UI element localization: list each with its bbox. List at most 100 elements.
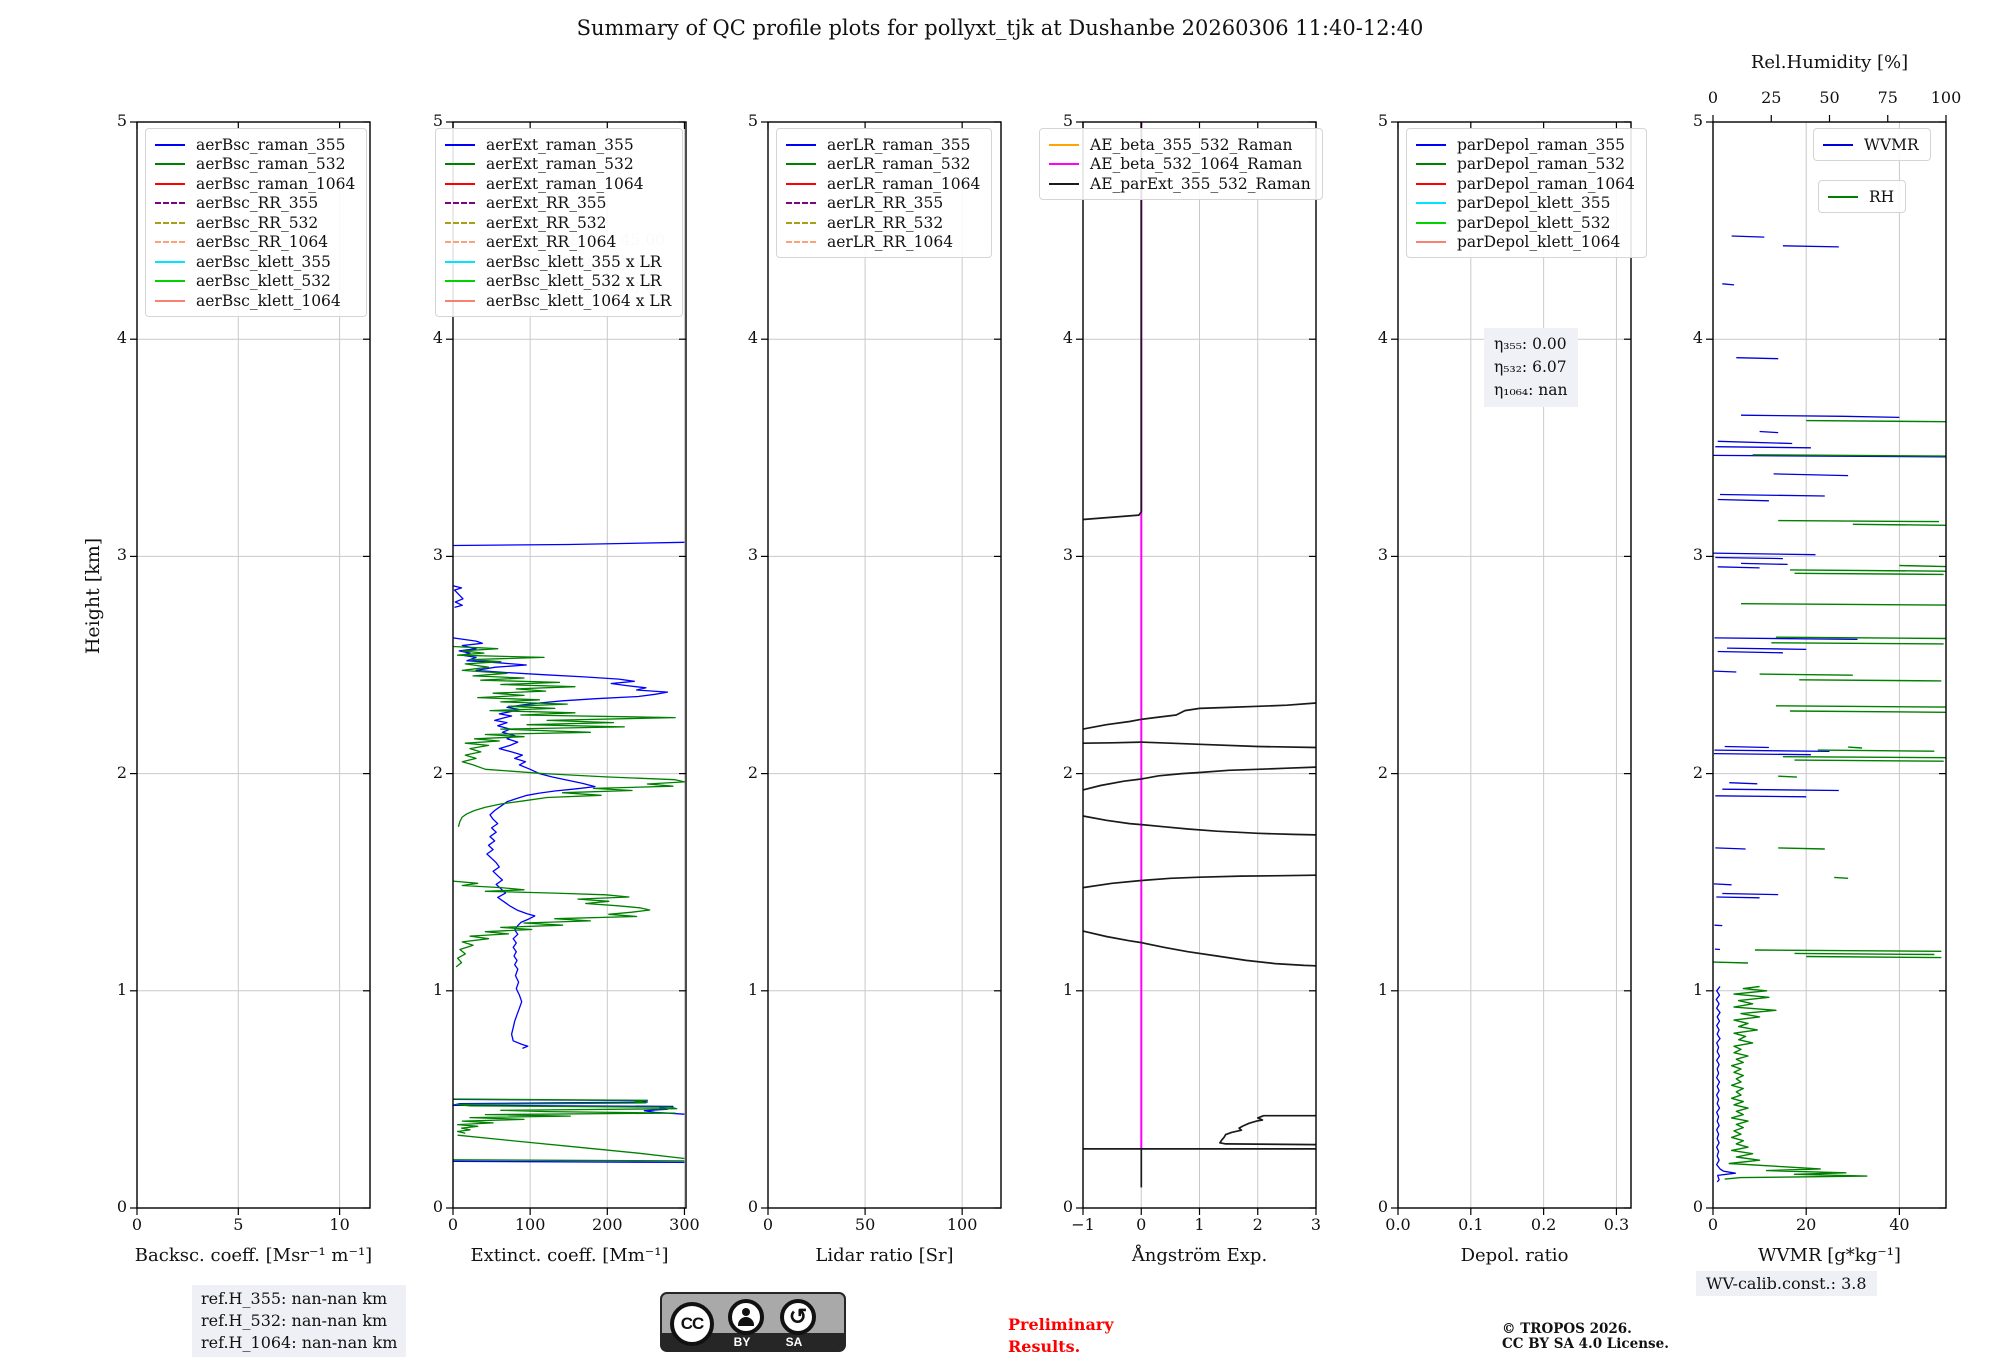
y-tick-label: 3: [1062, 545, 1073, 565]
copyright-note: © TROPOS 2026. CC BY SA 4.0 License.: [1502, 1322, 1669, 1352]
legend-label: aerBsc_klett_1064: [196, 291, 341, 310]
legend-label: parDepol_klett_532: [1457, 213, 1611, 232]
legend: aerLR_raman_355 aerLR_raman_532 aerLR_rama…: [776, 128, 993, 258]
legend-entry: aerBsc_klett_355: [155, 252, 355, 272]
legend-entry: aerExt_raman_532: [445, 155, 671, 175]
legend-entry: aerBsc_raman_532: [155, 155, 355, 175]
legend-line-sample: [445, 299, 475, 302]
series-WVMR: [1713, 883, 1732, 886]
y-tick-label: 4: [747, 328, 758, 348]
top-axis-tick-label: 100: [1930, 88, 1962, 107]
y-tick-label: 2: [432, 762, 443, 782]
legend-line-sample: [155, 260, 185, 263]
x-tick-label: −1: [1071, 1215, 1095, 1234]
series-WVMR: [1716, 896, 1760, 899]
series-WVMR: [1715, 986, 1737, 1183]
legend-label: WVMR: [1864, 135, 1919, 154]
top-axis-tick-label: 75: [1877, 88, 1898, 107]
panel-spine: [1712, 121, 1947, 1209]
x-tick-label: 0: [1707, 1215, 1719, 1234]
legend-label: aerBsc_raman_1064: [196, 174, 356, 193]
legend-entry: aerExt_RR_355: [445, 194, 671, 214]
cc-sa-arrow-icon: ↺: [780, 1299, 816, 1335]
series-RH: [1778, 847, 1825, 850]
series-aerExt_raman_355: [452, 585, 464, 609]
series-aerExt_raman_532: [452, 1098, 678, 1134]
cc-by-person-icon: [728, 1299, 764, 1335]
series-WVMR: [1719, 493, 1825, 497]
legend-label: parDepol_raman_355: [1457, 135, 1626, 154]
legend-label: aerBsc_klett_532 x LR: [486, 272, 662, 291]
series-AE_parExt_355_532_Raman: [1082, 766, 1317, 791]
top-axis-tick-label: 25: [1761, 88, 1782, 107]
series-AE_parExt_355_532_Raman: [1082, 702, 1317, 730]
y-tick-label: 5: [116, 111, 127, 130]
x-tick-label: 20: [1796, 1215, 1817, 1234]
y-tick-label: 3: [747, 545, 758, 565]
panel-spine: [767, 121, 1002, 1209]
legend: WVMR: [1813, 128, 1931, 161]
legend-entry: parDepol_klett_1064: [1416, 233, 1635, 253]
legend-line-sample: [786, 221, 816, 224]
legend-line-sample: [155, 143, 185, 146]
preliminary-results-note: Preliminary Results.: [1008, 1314, 1114, 1358]
series-WVMR: [1712, 454, 1947, 458]
series-aerExt_raman_532: [457, 1134, 685, 1160]
x-tick-label: 300: [669, 1215, 700, 1234]
legend-line-sample: [1416, 143, 1446, 146]
series-RH: [1775, 636, 1947, 640]
x-tick-label: 0.0: [1385, 1215, 1411, 1234]
series-RH: [1806, 419, 1947, 423]
series-aerExt_raman_532: [452, 880, 651, 968]
legend: RH: [1818, 180, 1907, 213]
legend-line-sample: [445, 241, 475, 244]
y-tick-label: 1: [432, 979, 443, 999]
series-RH: [1794, 572, 1944, 576]
top-axis-tick-label: 0: [1707, 88, 1719, 107]
x-tick-label: 0: [447, 1215, 459, 1234]
series-WVMR: [1722, 788, 1839, 792]
series-RH: [1778, 519, 1940, 523]
series-WVMR: [1717, 440, 1793, 445]
legend-entry: aerLR_RR_532: [786, 213, 980, 233]
legend-entry: aerExt_raman_1064: [445, 174, 671, 194]
series-RH: [1789, 569, 1947, 572]
series-aerExt_raman_355: [452, 1160, 685, 1164]
y-tick-label: 3: [432, 545, 443, 565]
series-WVMR: [1731, 235, 1765, 238]
legend-label: aerBsc_klett_532: [196, 272, 331, 291]
series-RH: [1794, 759, 1944, 762]
legend-line-sample: [445, 280, 475, 283]
series-RH: [1759, 673, 1853, 676]
x-axis-label: Ångström Exp.: [1131, 1245, 1268, 1266]
legend-entry: parDepol_raman_355: [1416, 135, 1635, 155]
legend-label: aerBsc_RR_532: [196, 213, 319, 232]
x-axis-label: Depol. ratio: [1460, 1245, 1569, 1266]
y-tick-label: 1: [116, 979, 127, 999]
series-WVMR: [1713, 670, 1737, 673]
series-WVMR: [1717, 566, 1760, 569]
legend-label: parDepol_klett_355: [1457, 194, 1611, 213]
y-tick-label: 3: [1692, 545, 1703, 565]
legend-entry: parDepol_klett_532: [1416, 213, 1635, 233]
legend-label: aerExt_raman_1064: [486, 174, 644, 193]
legend-entry: aerBsc_raman_1064: [155, 174, 355, 194]
series-WVMR: [1717, 650, 1783, 654]
legend-line-sample: [1049, 163, 1079, 166]
series-RH: [1775, 705, 1947, 708]
legend-line-sample: [786, 241, 816, 244]
legend-entry: aerExt_RR_532: [445, 213, 671, 233]
x-axis-label: Lidar ratio [Sr]: [815, 1245, 954, 1266]
panel-spine: [1397, 121, 1632, 1209]
series-WVMR: [1724, 745, 1769, 749]
series-WVMR: [1729, 782, 1758, 785]
legend-entry: aerBsc_RR_1064: [155, 233, 355, 253]
series-WVMR: [1722, 283, 1735, 286]
x-tick-label: 10: [329, 1215, 350, 1234]
series-AE_parExt_355_532_Raman: [1082, 741, 1317, 749]
y-tick-label: 0: [1692, 1197, 1703, 1216]
y-tick-label: 5: [1377, 111, 1388, 130]
x-tick-label: 3: [1310, 1215, 1322, 1234]
legend-label: aerLR_RR_1064: [827, 233, 954, 252]
series-RH: [1848, 746, 1863, 749]
